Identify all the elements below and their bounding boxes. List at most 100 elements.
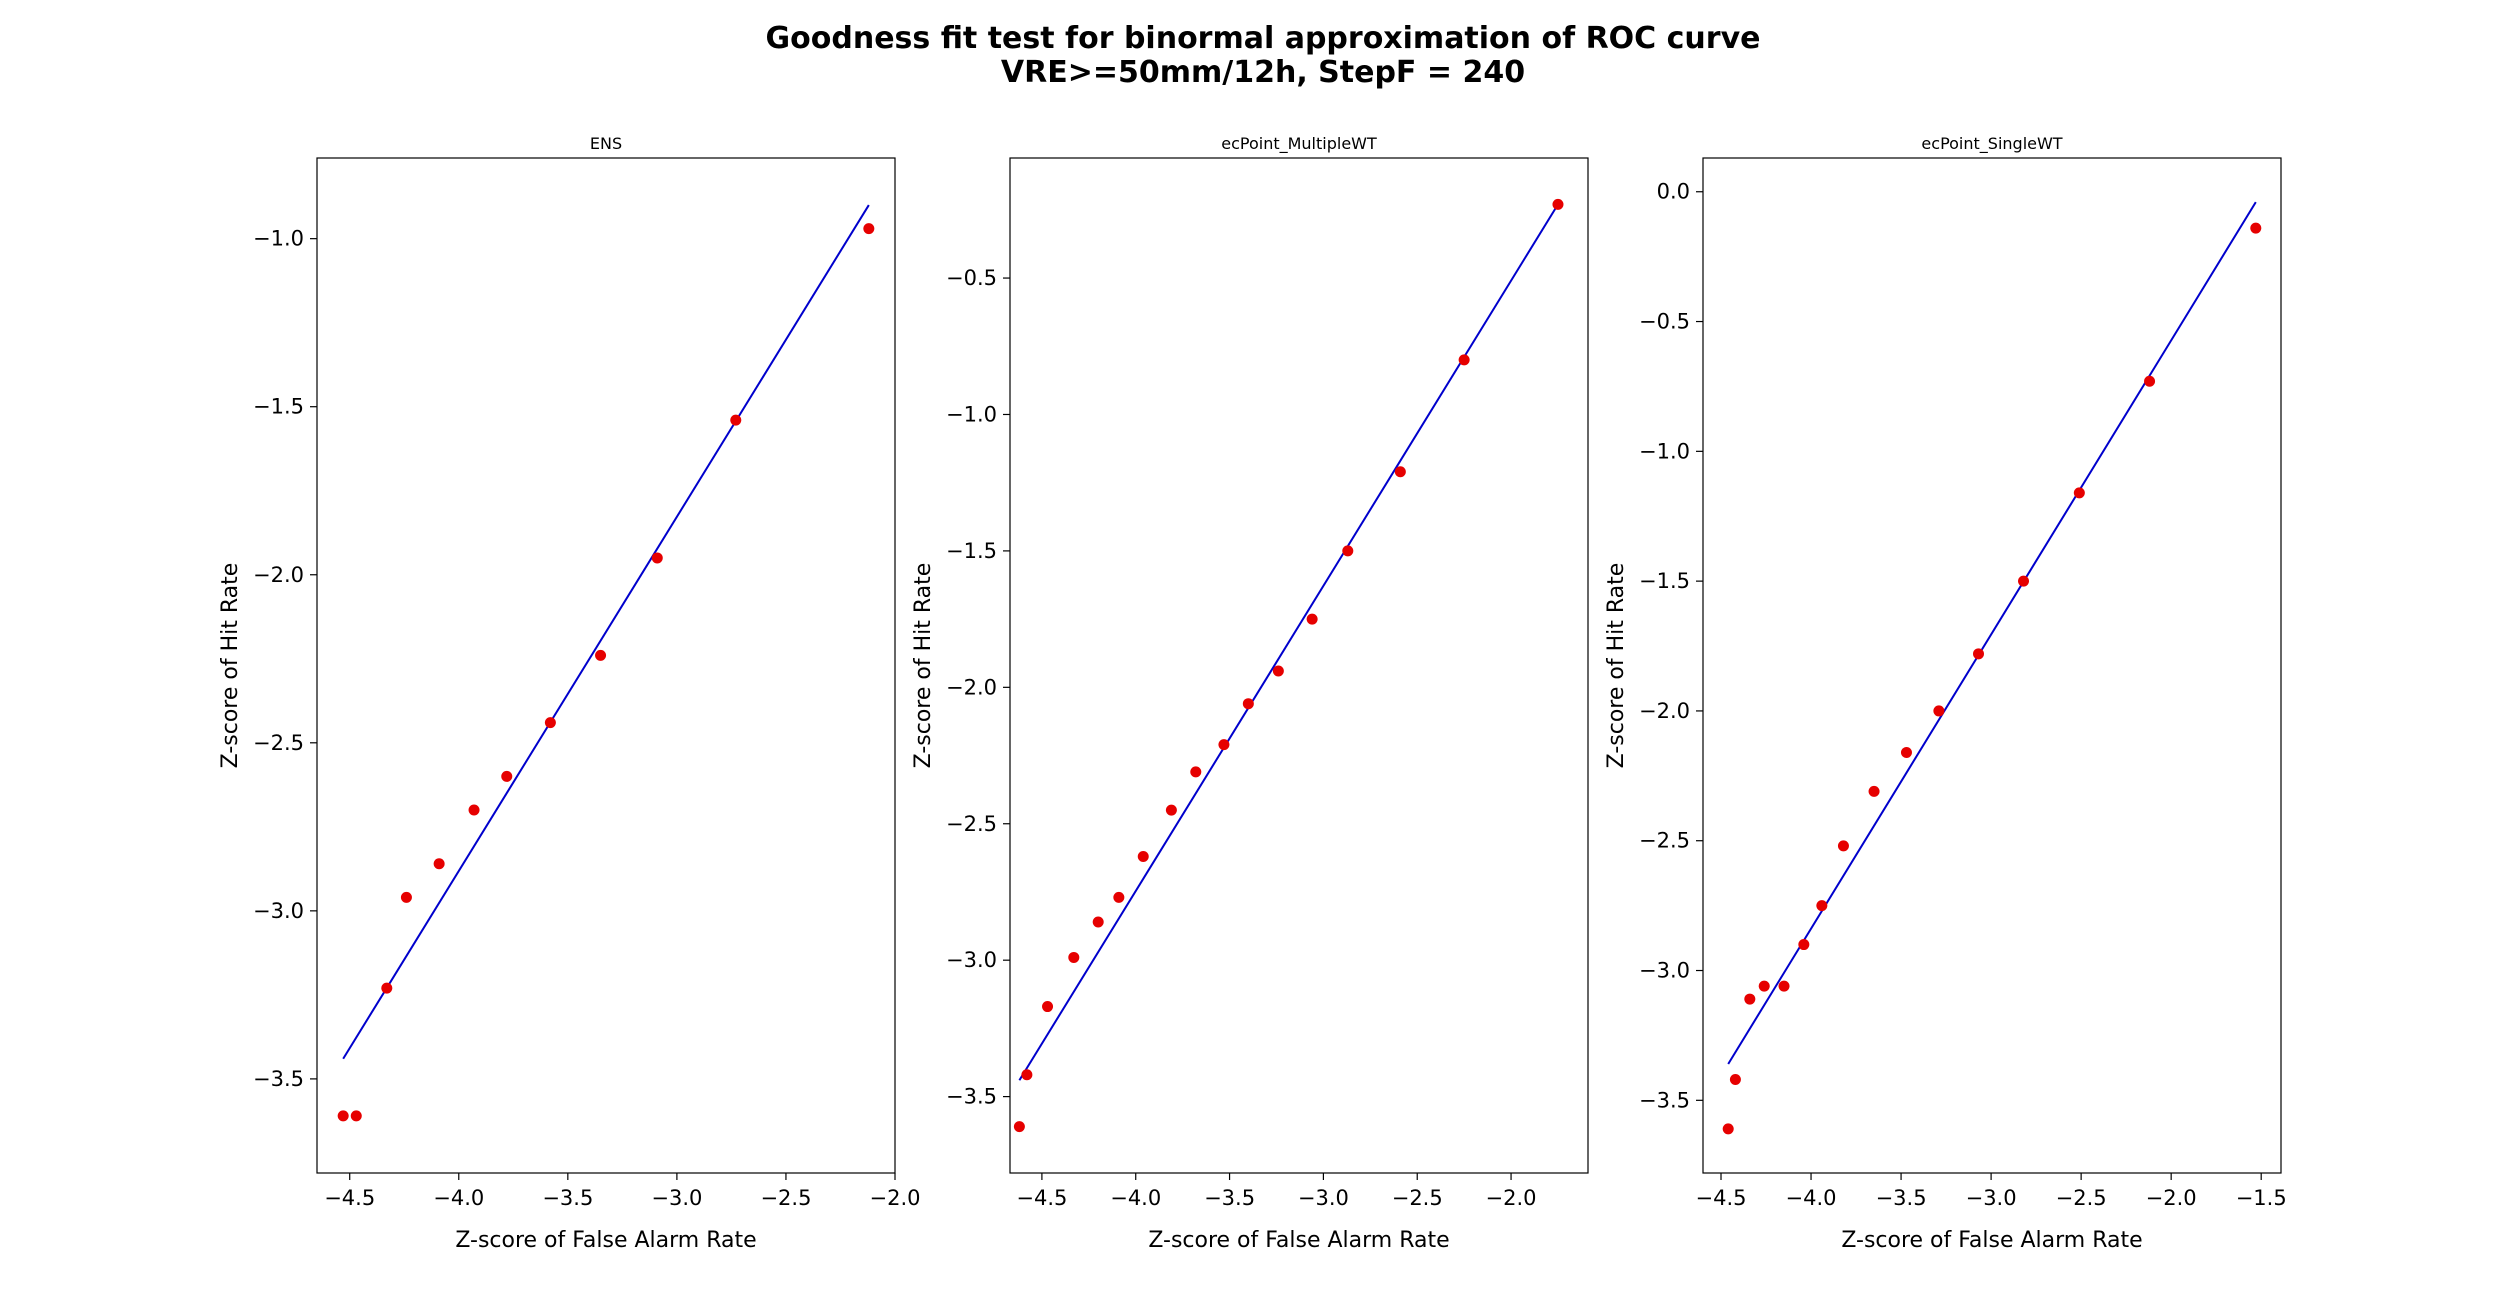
- chart-panel-2: ecPoint_MultipleWT −4.5 −4.0 −3.5 −3.0 −2.5 −2…: [911, 134, 1589, 1253]
- y-axis-label: Z-score of Hit Rate: [218, 563, 243, 769]
- fit-line: [342, 204, 870, 1060]
- data-point: [468, 804, 480, 816]
- x-tick-label: −2.0: [870, 1186, 921, 1210]
- y-tick-label: −0.5: [1639, 310, 1690, 334]
- data-point: [1242, 698, 1254, 710]
- x-tick-label: −2.5: [1392, 1186, 1443, 1210]
- data-point: [1972, 648, 1984, 660]
- data-point: [595, 649, 607, 661]
- x-tick-label: −4.0: [1786, 1186, 1837, 1210]
- y-tick-label: −1.0: [1639, 439, 1690, 463]
- x-tick-label: −4.5: [1016, 1186, 1067, 1210]
- figure-title-line2: VRE>=50mm/12h, StepF = 240: [1001, 55, 1525, 90]
- data-point: [2250, 222, 2262, 234]
- panels: ENS −4.5 −4.0 −3.5 −3.0 −2.5 −2.0 −3.5 −3.0 −2.5 −…: [218, 134, 2287, 1253]
- x-tick-label: −4.0: [1110, 1186, 1161, 1210]
- y-tick-label: −1.0: [253, 227, 304, 251]
- data-point: [400, 891, 412, 903]
- data-point: [1306, 613, 1318, 625]
- x-tick-label: −2.5: [2056, 1186, 2107, 1210]
- data-point: [1113, 891, 1125, 903]
- y-axis-label: Z-score of Hit Rate: [911, 563, 936, 769]
- x-tick-label: −4.5: [324, 1186, 375, 1210]
- axes-frame: [1009, 157, 1589, 1174]
- data-point: [1218, 739, 1230, 751]
- data-point: [1900, 746, 1912, 758]
- x-axis-label: Z-score of False Alarm Rate: [455, 1228, 756, 1253]
- y-tick-label: −2.0: [946, 675, 997, 699]
- x-tick-label: −2.0: [2146, 1186, 2197, 1210]
- data-point: [1758, 980, 1770, 992]
- y-tick-label: −2.5: [253, 731, 304, 755]
- data-point: [1798, 939, 1810, 951]
- x-tick-label: −3.0: [1966, 1186, 2017, 1210]
- y-tick-label: −2.0: [253, 563, 304, 587]
- data-point: [1092, 916, 1104, 928]
- data-point: [1744, 993, 1756, 1005]
- y-tick-label: −2.5: [946, 812, 997, 836]
- data-point: [501, 770, 513, 782]
- data-point: [1165, 804, 1177, 816]
- data-point: [1272, 665, 1284, 677]
- fit-line: [1018, 203, 1559, 1081]
- y-tick-label: −1.5: [1639, 569, 1690, 593]
- x-tick-label: −3.0: [1298, 1186, 1349, 1210]
- y-tick-label: −3.0: [253, 899, 304, 923]
- data-point: [1013, 1121, 1025, 1133]
- data-point: [1458, 354, 1470, 366]
- x-tick-label: −4.0: [433, 1186, 484, 1210]
- data-point: [433, 858, 445, 870]
- axes-frame: [316, 157, 896, 1174]
- data-point: [337, 1110, 349, 1122]
- figure-title-line1: Goodness fit test for binormal approxima…: [766, 21, 1761, 56]
- data-point: [1137, 850, 1149, 862]
- y-tick-label: −3.5: [253, 1067, 304, 1091]
- y-tick-label: −0.5: [946, 266, 997, 290]
- data-point: [1042, 1001, 1054, 1013]
- data-point: [1722, 1123, 1734, 1135]
- data-point: [651, 552, 663, 564]
- data-point: [1552, 198, 1564, 210]
- y-tick-label: −3.5: [1639, 1088, 1690, 1112]
- y-axis-label: Z-score of Hit Rate: [1604, 563, 1629, 769]
- y-tick-label: −3.0: [1639, 959, 1690, 983]
- x-tick-label: −3.0: [651, 1186, 702, 1210]
- x-tick-label: −3.5: [1204, 1186, 1255, 1210]
- data-point: [381, 982, 393, 994]
- x-tick-label: −3.5: [1876, 1186, 1927, 1210]
- data-point: [2018, 575, 2030, 587]
- data-point: [730, 414, 742, 426]
- data-point: [1729, 1074, 1741, 1086]
- axes-frame: [1702, 157, 2282, 1174]
- x-tick-label: −2.5: [760, 1186, 811, 1210]
- y-tick-label: −2.5: [1639, 829, 1690, 853]
- data-point: [544, 717, 556, 729]
- data-point: [1778, 980, 1790, 992]
- data-point: [1342, 545, 1354, 557]
- data-point: [1068, 951, 1080, 963]
- x-tick-label: −3.5: [542, 1186, 593, 1210]
- panel-title: ENS: [590, 134, 622, 153]
- x-tick-label: −2.0: [1486, 1186, 1537, 1210]
- x-tick-label: −1.5: [2236, 1186, 2287, 1210]
- data-point: [1933, 705, 1945, 717]
- panel-title: ecPoint_SingleWT: [1921, 134, 2062, 154]
- x-tick-label: −4.5: [1696, 1186, 1747, 1210]
- data-point: [863, 223, 875, 235]
- x-axis-label: Z-score of False Alarm Rate: [1148, 1228, 1449, 1253]
- data-point: [1816, 900, 1828, 912]
- data-point: [2144, 375, 2156, 387]
- data-point: [1837, 840, 1849, 852]
- y-tick-label: 0.0: [1657, 180, 1690, 204]
- data-point: [350, 1110, 362, 1122]
- data-point: [1394, 466, 1406, 478]
- data-point: [1190, 766, 1202, 778]
- chart-panel-3: ecPoint_SingleWT −4.5 −4.0 −3.5 −3.0 −2.5 −2.0…: [1604, 134, 2287, 1253]
- y-tick-label: −2.0: [1639, 699, 1690, 723]
- y-tick-label: −1.5: [253, 395, 304, 419]
- y-tick-label: −1.5: [946, 539, 997, 563]
- y-tick-label: −3.0: [946, 948, 997, 972]
- y-tick-label: −1.0: [946, 402, 997, 426]
- chart-panel-1: ENS −4.5 −4.0 −3.5 −3.0 −2.5 −2.0 −3.5 −3.0 −2.5 −…: [218, 134, 921, 1253]
